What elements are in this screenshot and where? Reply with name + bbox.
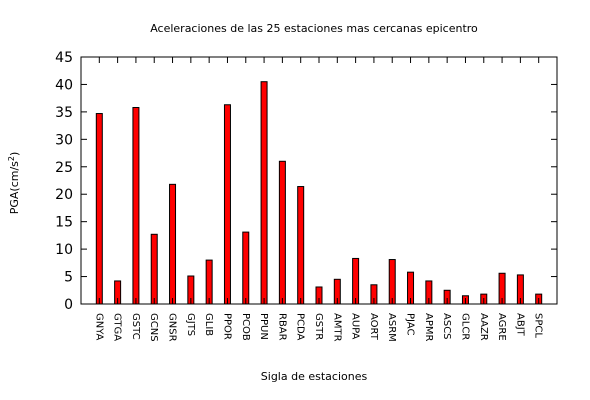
bar-aupa [352,257,360,305]
bar-asrm [388,259,396,305]
x-tick-label: PPOR [221,313,232,340]
y-tick-label: 25 [55,160,73,176]
x-tick-label: APMR [423,313,434,341]
y-axis-label: PGA(cm/s2) [7,152,21,215]
bar-gcns [150,233,158,305]
y-tick-label: 35 [55,105,73,121]
x-tick-label: AAZR [478,313,489,341]
y-tick-label: 10 [55,242,73,258]
y-tick-label: 0 [64,297,73,313]
bar-glib [205,259,213,305]
x-tick-label: GCNS [148,313,159,342]
x-tick-label: GTGA [112,313,123,341]
y-tick-label: 40 [55,77,73,93]
x-axis: GNYA GTGA GSTC GCNS GNSR GJTS GLIB PPOR PCOB PPUN… [93,57,544,342]
y-axis-label-base: PGA(cm/s [8,161,21,214]
bar-pcob [242,231,250,305]
x-tick-label: ABJT [514,313,525,337]
bar-ppun [260,81,268,305]
x-tick-label: ASCS [441,313,452,340]
x-tick-label: GSTC [130,313,141,340]
x-tick-label: AORT [368,313,379,341]
y-axis-label-close: ) [8,152,21,156]
x-tick-label: RBAR [276,313,287,341]
x-tick-label: PJAC [405,313,416,335]
x-axis-label: Sigla de estaciones [261,370,368,383]
bars-group [95,81,543,305]
x-tick-label: ASRM [386,313,397,342]
x-tick-label: AMTR [331,313,342,342]
bar-rbar [278,160,286,305]
x-tick-label: GLIB [203,313,214,336]
x-tick-label: PCDA [295,313,306,341]
chart-title: Aceleraciones de las 25 estaciones mas c… [150,22,478,35]
bar-gnya [95,113,103,305]
x-tick-label: PCOB [240,313,251,341]
x-tick-label: GSTR [313,313,324,340]
x-tick-label: AGRE [496,313,507,341]
y-tick-label: 45 [55,50,73,66]
x-tick-label: AUPA [350,313,361,340]
x-tick-label: GNSR [167,313,178,342]
y-axis: 0 5 10 15 20 25 30 35 40 45 [55,50,557,313]
y-axis-label-superscript: 2 [7,156,16,161]
y-tick-label: 5 [64,270,73,286]
bar-gstc [132,106,140,305]
x-tick-label: SPCL [533,313,544,338]
y-tick-label: 20 [55,187,73,203]
x-tick-label: GJTS [185,313,196,336]
y-tick-label: 30 [55,132,73,148]
bar-pcda [297,186,305,305]
bar-ppor [223,104,231,305]
y-tick-label: 15 [55,215,73,231]
x-tick-label: PPUN [258,313,269,340]
x-tick-label: GLCR [459,313,470,340]
x-tick-label: GNYA [93,313,104,341]
bar-gnsr [169,183,177,305]
